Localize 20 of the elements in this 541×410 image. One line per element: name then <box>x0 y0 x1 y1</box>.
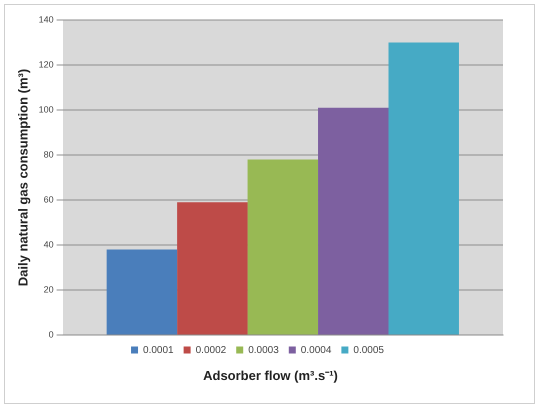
bar <box>106 250 178 334</box>
y-tick-label: 40 <box>44 239 54 250</box>
legend-label: 0.0004 <box>300 344 332 356</box>
bar <box>388 42 459 334</box>
y-tick-label: 120 <box>38 59 54 70</box>
legend-label: 0.0005 <box>353 344 384 356</box>
y-tick-label: 100 <box>38 104 54 114</box>
bar <box>248 160 318 334</box>
y-tick-label: 140 <box>38 14 54 24</box>
y-tick-label: 20 <box>44 284 54 294</box>
legend-label: 0.0002 <box>196 344 227 356</box>
y-tick-label: 80 <box>44 149 54 160</box>
y-tick-label: 0 <box>48 329 54 340</box>
x-axis-title: Adsorber flow (m³.s⁻¹) <box>202 367 339 384</box>
y-tick-label: 60 <box>44 194 54 204</box>
legend-label: 0.0001 <box>143 344 174 356</box>
legend-label: 0.0003 <box>248 344 280 356</box>
bar <box>177 202 248 334</box>
y-axis-title: Daily natural gas consumption (m³) <box>15 68 30 286</box>
bar <box>318 108 388 334</box>
